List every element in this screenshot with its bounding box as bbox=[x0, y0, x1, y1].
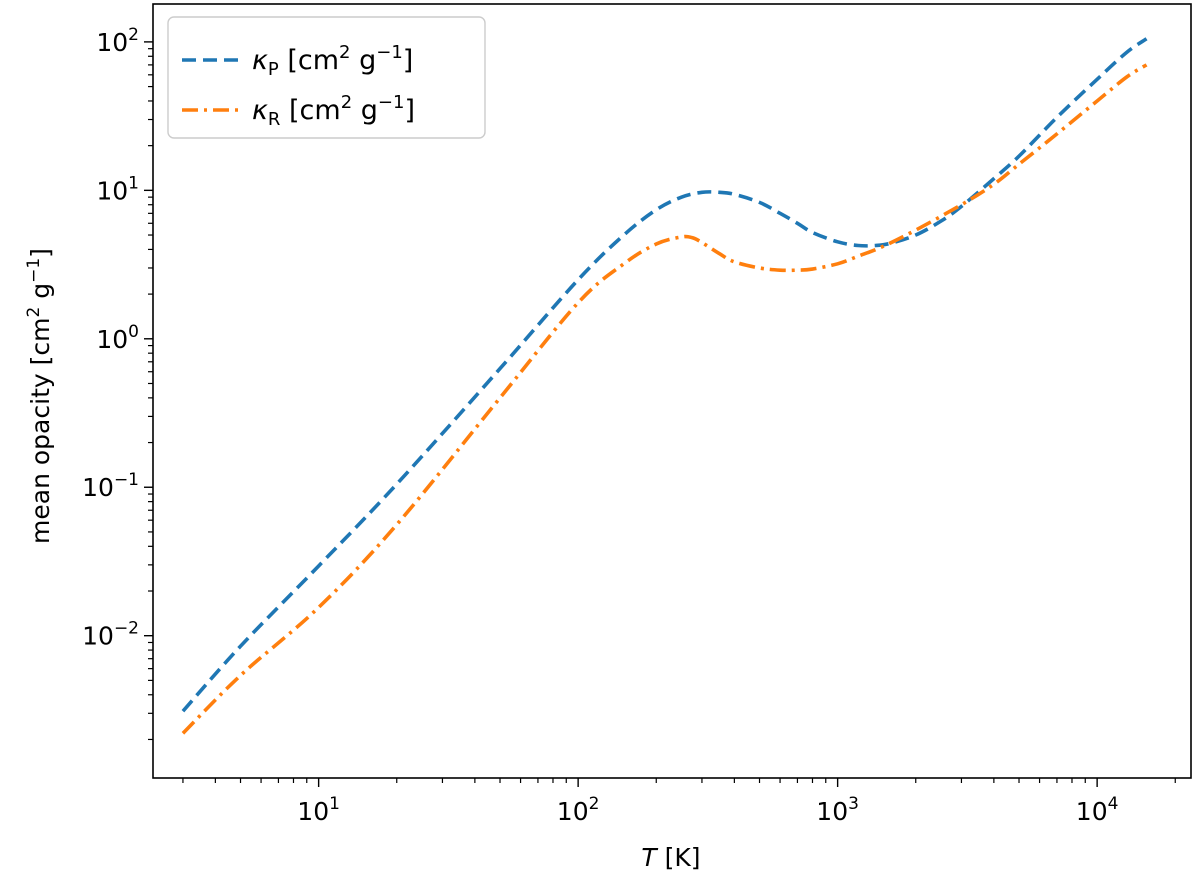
x-axis-title: T [K] bbox=[641, 843, 700, 872]
y-axis-title-sup2: −1 bbox=[24, 258, 44, 283]
legend-unit-a: [cm bbox=[280, 95, 340, 126]
y-axis-title-base: mean opacity [cm bbox=[26, 318, 55, 544]
legend-symbol: κ bbox=[252, 45, 268, 76]
legend-unit-b: g bbox=[352, 95, 378, 126]
y-axis-title-mid: g bbox=[26, 283, 55, 307]
legend-subscript: R bbox=[268, 109, 281, 130]
y-tick-exp: −2 bbox=[114, 619, 139, 639]
legend-unit-a: [cm bbox=[279, 45, 339, 76]
x-tick-base: 10 bbox=[816, 797, 848, 826]
y-axis-title: mean opacity [cm2 g−1] bbox=[24, 248, 55, 544]
y-axis-title-sup1: 2 bbox=[24, 307, 44, 318]
major-ticks bbox=[144, 41, 1098, 787]
x-axis-var: T bbox=[641, 843, 658, 872]
series-line-kappa-R bbox=[181, 63, 1148, 735]
y-tick-base: 10 bbox=[96, 325, 128, 354]
y-tick-base: 10 bbox=[82, 473, 114, 502]
y-tick-exp: 2 bbox=[128, 25, 139, 45]
x-tick-exp: 2 bbox=[589, 794, 600, 814]
legend-box bbox=[167, 16, 486, 139]
y-tick-label: 10−2 bbox=[82, 619, 139, 651]
y-tick-label: 10−1 bbox=[82, 470, 139, 502]
y-tick-exp: 0 bbox=[128, 322, 139, 342]
x-tick-exp: 1 bbox=[329, 794, 340, 814]
legend-unit-c: ] bbox=[403, 45, 414, 76]
y-tick-base: 10 bbox=[96, 176, 128, 205]
y-tick-exp: −1 bbox=[114, 470, 139, 490]
x-tick-base: 10 bbox=[297, 797, 329, 826]
minor-ticks bbox=[148, 48, 1176, 783]
x-tick-exp: 4 bbox=[1108, 794, 1119, 814]
x-tick-base: 10 bbox=[557, 797, 589, 826]
legend-subscript: P bbox=[268, 59, 279, 80]
x-tick-label: 103 bbox=[816, 794, 859, 826]
legend-unit-sup1: 2 bbox=[339, 42, 350, 63]
y-tick-label: 100 bbox=[96, 322, 139, 354]
legend-label-kappa-p: κP [cm2 g−1] bbox=[252, 42, 413, 80]
x-tick-label: 104 bbox=[1076, 794, 1119, 826]
legend-unit-b: g bbox=[351, 45, 377, 76]
x-tick-label: 101 bbox=[297, 794, 340, 826]
y-tick-label: 102 bbox=[96, 25, 139, 57]
plot-frame bbox=[152, 3, 1192, 779]
x-tick-exp: 3 bbox=[848, 794, 859, 814]
y-tick-base: 10 bbox=[96, 28, 128, 57]
series-line-kappa-P bbox=[181, 37, 1148, 713]
legend-unit-c: ] bbox=[404, 95, 415, 126]
y-axis-title-end: ] bbox=[26, 248, 55, 258]
y-tick-exp: 1 bbox=[128, 173, 139, 193]
y-tick-label: 101 bbox=[96, 173, 139, 205]
legend-unit-sup2: −1 bbox=[376, 42, 403, 63]
legend-unit-sup1: 2 bbox=[341, 92, 352, 113]
x-tick-label: 102 bbox=[557, 794, 600, 826]
legend-unit-sup2: −1 bbox=[378, 92, 405, 113]
series-layer bbox=[181, 37, 1148, 735]
legend-symbol: κ bbox=[252, 95, 268, 126]
legend: κP [cm2 g−1] κR [cm2 g−1] bbox=[167, 16, 486, 139]
y-tick-base: 10 bbox=[82, 622, 114, 651]
x-axis-unit: [K] bbox=[665, 843, 701, 872]
legend-label-kappa-r: κR [cm2 g−1] bbox=[252, 92, 415, 130]
x-tick-base: 10 bbox=[1076, 797, 1108, 826]
